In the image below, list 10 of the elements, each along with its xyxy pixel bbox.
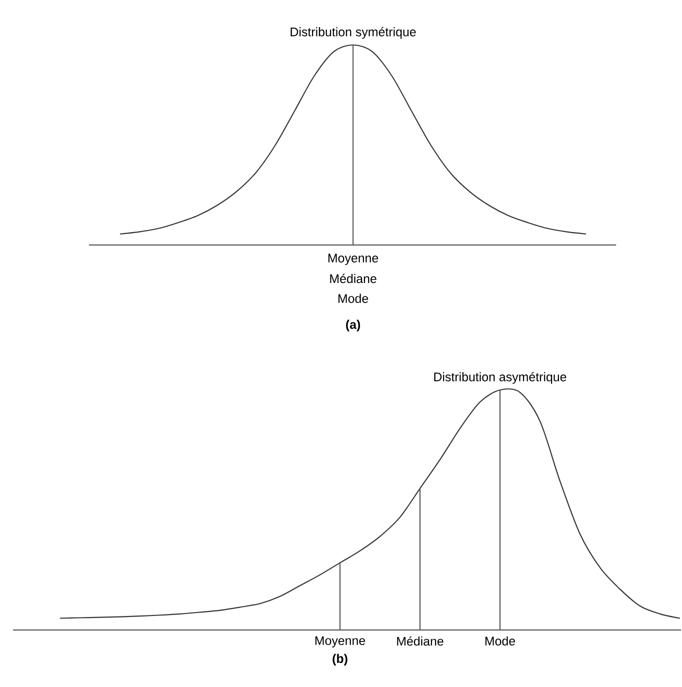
x-tick-label: Moyenne [316,636,366,648]
chart-title: Distribution asymétrique [434,372,566,384]
text: Mode [338,294,368,303]
text: (b) [332,654,348,666]
text: Médiane [330,274,377,284]
chart-title: Distribution symétrique [290,27,416,39]
x-tick-label: Mode [486,636,516,646]
text: (a) [346,320,360,332]
text: Moyenne [328,254,378,265]
x-tick-label: Médiane [397,636,444,646]
